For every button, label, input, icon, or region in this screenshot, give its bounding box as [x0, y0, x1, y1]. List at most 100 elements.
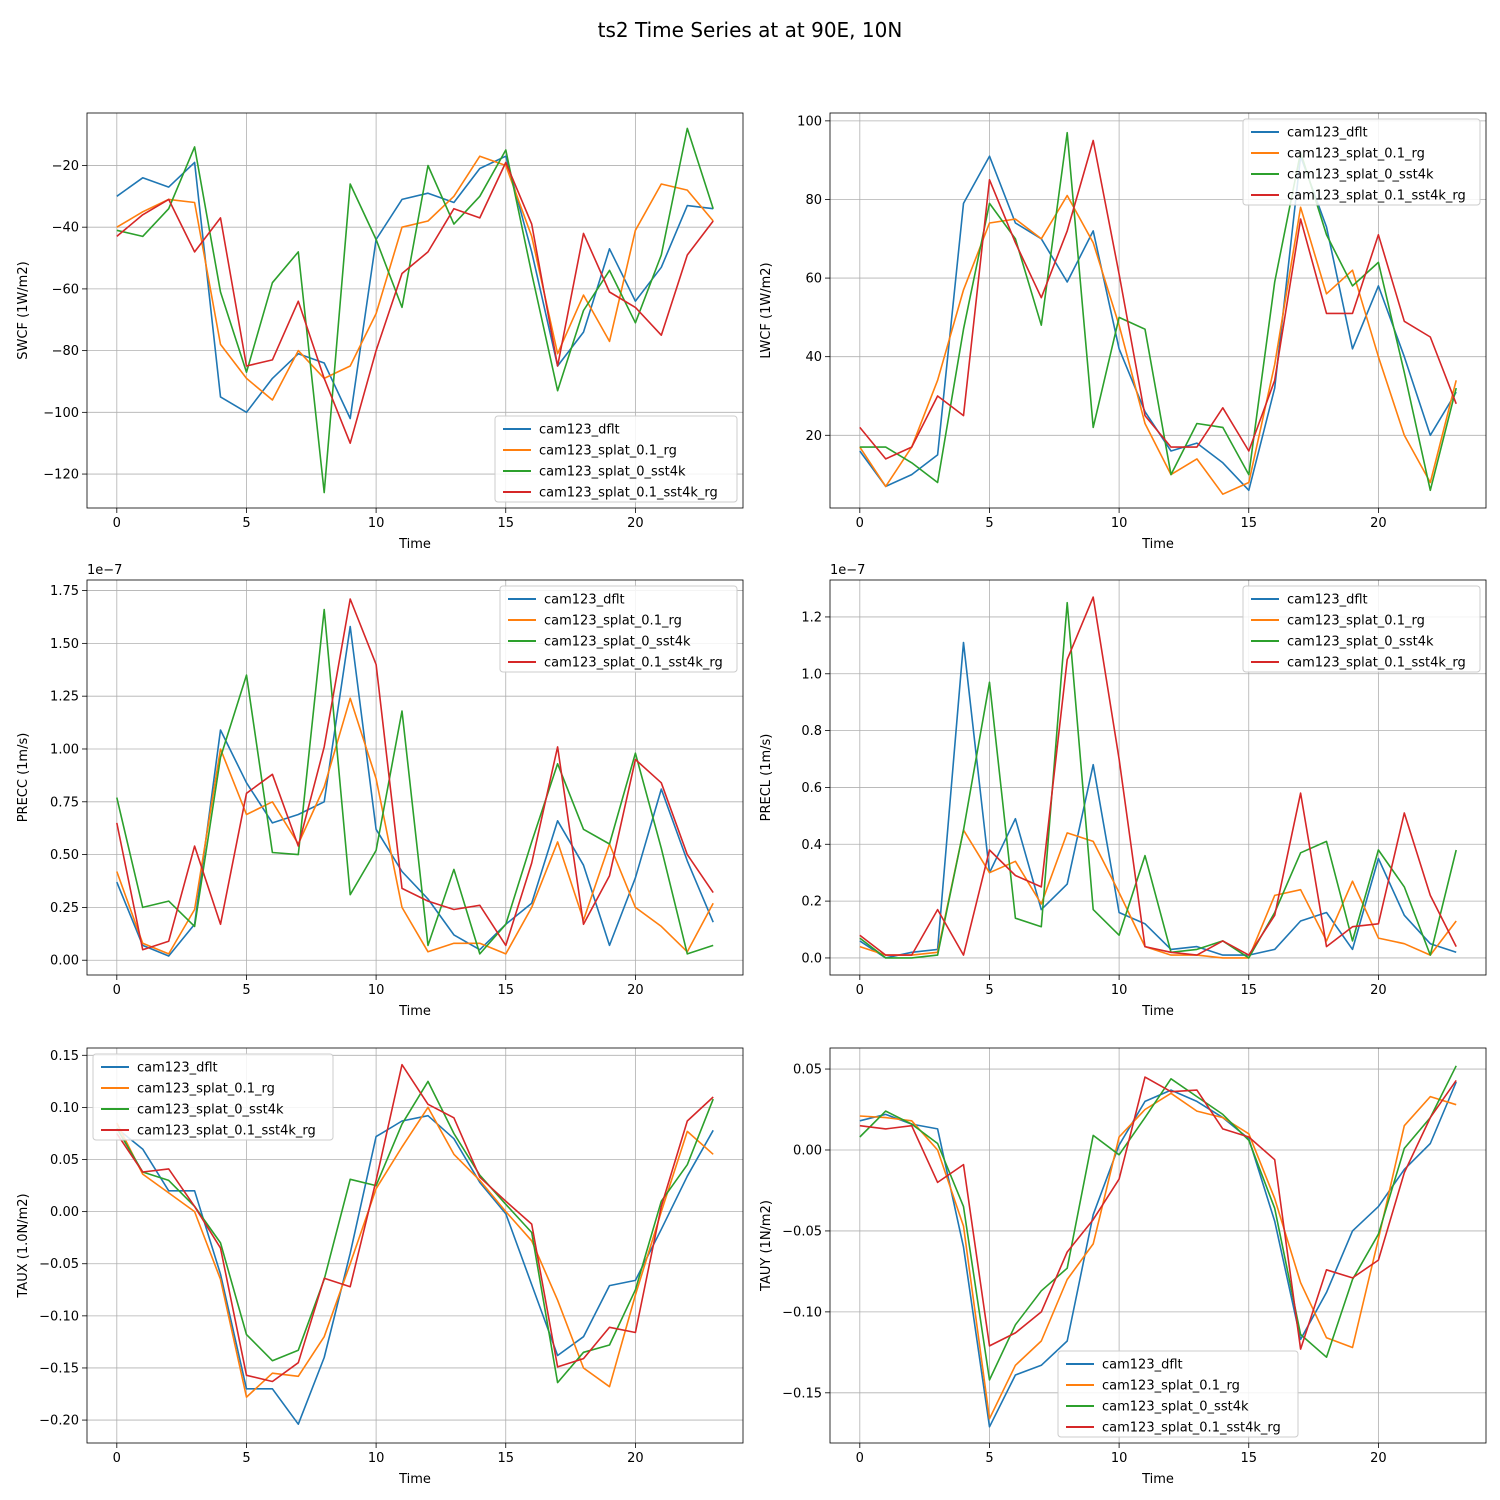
x-tick-label: 0 — [113, 983, 121, 998]
y-tick-label: 0.0 — [801, 951, 822, 966]
legend-box — [92, 1053, 334, 1141]
y-tick-label: 0.05 — [50, 1153, 79, 1168]
x-tick-label: 0 — [856, 983, 864, 998]
legend: cam123_dflt cam123_splat_0.1_rg cam123_spl… — [1242, 118, 1481, 206]
series-line-cam123_splat_0_sst4k — [116, 1080, 714, 1384]
x-axis-label: Time — [1141, 537, 1174, 552]
axes-frame — [829, 112, 1487, 509]
y-tick-label: 20 — [805, 429, 822, 444]
series-line-cam123_splat_0.1_rg — [116, 155, 714, 401]
subplot-1: 0 5 10 15 20 −120 −100 −80 −60 −40 −20 Time SWCF (1W… — [16, 112, 744, 552]
y-tick-label: 80 — [805, 193, 822, 208]
legend: cam123_dflt cam123_splat_0.1_rg cam123_spl… — [1057, 1350, 1299, 1438]
series-line-cam123_splat_0.1_sst4k_rg — [116, 1063, 714, 1383]
legend-label: cam123_splat_0.1_sst4k_rg — [539, 486, 718, 501]
legend-label: cam123_splat_0.1_rg — [1287, 614, 1425, 629]
x-axis-label: Time — [1141, 1004, 1174, 1019]
x-tick-label: 5 — [242, 516, 250, 531]
axes-frame — [829, 579, 1487, 976]
x-tick-label: 5 — [985, 983, 993, 998]
legend-label: cam123_splat_0.1_sst4k_rg — [137, 1124, 316, 1139]
y-tick-label: −40 — [52, 221, 79, 236]
y-tick-label: −0.15 — [39, 1361, 79, 1376]
legend-box — [494, 415, 738, 503]
y-tick-label: 0.00 — [50, 954, 79, 969]
y-tick-label: 1.2 — [801, 610, 822, 625]
y-tick-label: 1.50 — [50, 637, 79, 652]
x-tick-label: 15 — [1240, 983, 1257, 998]
y-tick-label: 1.0 — [801, 667, 822, 682]
y-tick-label: 0.2 — [801, 895, 822, 910]
legend: cam123_dflt cam123_splat_0.1_rg cam123_spl… — [1242, 585, 1481, 673]
series-line-cam123_splat_0.1_sst4k_rg — [859, 139, 1457, 460]
x-tick-label: 20 — [1370, 1451, 1387, 1466]
legend-label: cam123_splat_0.1_rg — [1287, 147, 1425, 162]
y-tick-label: −80 — [52, 344, 79, 359]
legend-label: cam123_splat_0_sst4k — [1287, 635, 1434, 650]
x-tick-label: 10 — [1111, 983, 1128, 998]
series-line-cam123_splat_0_sst4k — [116, 608, 714, 955]
y-tick-label: 0.6 — [801, 781, 822, 796]
y-tick-label: 0.4 — [801, 838, 822, 853]
legend-label: cam123_dflt — [539, 423, 620, 438]
y-tick-label: −0.10 — [782, 1305, 822, 1320]
y-tick-label: 0.15 — [50, 1049, 79, 1064]
legend-box — [499, 585, 738, 673]
legend-label: cam123_splat_0.1_sst4k_rg — [1102, 1421, 1281, 1436]
figure-title: ts2 Time Series at at 90E, 10N — [598, 18, 903, 42]
legend-label: cam123_splat_0.1_rg — [544, 614, 682, 629]
legend-label: cam123_splat_0_sst4k — [1102, 1400, 1249, 1415]
x-tick-label: 20 — [1370, 516, 1387, 531]
x-tick-label: 0 — [113, 516, 121, 531]
subplot-6: 0 5 10 15 20 −0.15 −0.10 −0.05 0.00 0.05 Time TAUY … — [759, 1047, 1487, 1487]
x-tick-label: 15 — [497, 1451, 514, 1466]
axes-frame — [86, 112, 744, 509]
y-tick-label: 1.25 — [50, 690, 79, 705]
y-tick-label: −100 — [43, 406, 79, 421]
subplot-4: 0 5 10 15 20 0.0 0.2 0.4 0.6 0.8 1.0 1.2 Time PRECL (… — [759, 563, 1487, 1019]
series-line-cam123_splat_0.1_sst4k_rg — [859, 596, 1457, 956]
legend: cam123_dflt cam123_splat_0.1_rg cam123_spl… — [499, 585, 738, 673]
subplot-5: 0 5 10 15 20 −0.20 −0.15 −0.10 −0.05 0.00 0.05 0.10… — [16, 1047, 744, 1487]
series-line-cam123_splat_0.1_rg — [116, 1106, 714, 1398]
legend-label: cam123_splat_0.1_rg — [1102, 1379, 1240, 1394]
series-line-cam123_splat_0.1_sst4k_rg — [859, 1076, 1457, 1350]
axes-frame — [829, 1047, 1487, 1444]
y-tick-label: 60 — [805, 272, 822, 287]
x-tick-label: 20 — [627, 1451, 644, 1466]
legend-label: cam123_splat_0_sst4k — [539, 465, 686, 480]
legend-box — [1057, 1350, 1299, 1438]
legend-label: cam123_splat_0_sst4k — [137, 1103, 284, 1118]
axes-frame — [86, 1047, 744, 1444]
legend-label: cam123_dflt — [1287, 593, 1368, 608]
y-tick-label: 1.00 — [50, 742, 79, 757]
x-tick-label: 10 — [1111, 1451, 1128, 1466]
subplot-3: 0 5 10 15 20 0.00 0.25 0.50 0.75 1.00 1.25 1.50 1.75… — [16, 563, 744, 1019]
series-line-cam123_splat_0.1_rg — [859, 194, 1457, 496]
y-offset-label: 1e−7 — [830, 563, 865, 578]
x-tick-label: 0 — [113, 1451, 121, 1466]
series-line-cam123_splat_0.1_rg — [859, 1092, 1457, 1420]
series-line-cam123_splat_0_sst4k — [859, 131, 1457, 492]
y-tick-label: 0.50 — [50, 848, 79, 863]
legend-box — [1242, 585, 1481, 673]
legend: cam123_dflt cam123_splat_0.1_rg cam123_spl… — [92, 1053, 334, 1141]
x-tick-label: 20 — [627, 983, 644, 998]
y-tick-label: 0.10 — [50, 1101, 79, 1116]
series-line-cam123_dflt — [859, 155, 1457, 492]
legend-label: cam123_dflt — [1287, 126, 1368, 141]
x-tick-label: 10 — [368, 1451, 385, 1466]
x-tick-label: 20 — [627, 516, 644, 531]
legend-label: cam123_dflt — [544, 593, 625, 608]
x-tick-label: 15 — [497, 983, 514, 998]
y-tick-label: 0.75 — [50, 795, 79, 810]
x-tick-label: 5 — [242, 1451, 250, 1466]
x-axis-label: Time — [398, 537, 431, 552]
legend-label: cam123_splat_0_sst4k — [1287, 168, 1434, 183]
x-tick-label: 15 — [497, 516, 514, 531]
x-tick-label: 15 — [1240, 1451, 1257, 1466]
y-tick-label: −0.10 — [39, 1309, 79, 1324]
y-tick-label: −0.05 — [39, 1257, 79, 1272]
x-tick-label: 5 — [985, 516, 993, 531]
x-tick-label: 20 — [1370, 983, 1387, 998]
